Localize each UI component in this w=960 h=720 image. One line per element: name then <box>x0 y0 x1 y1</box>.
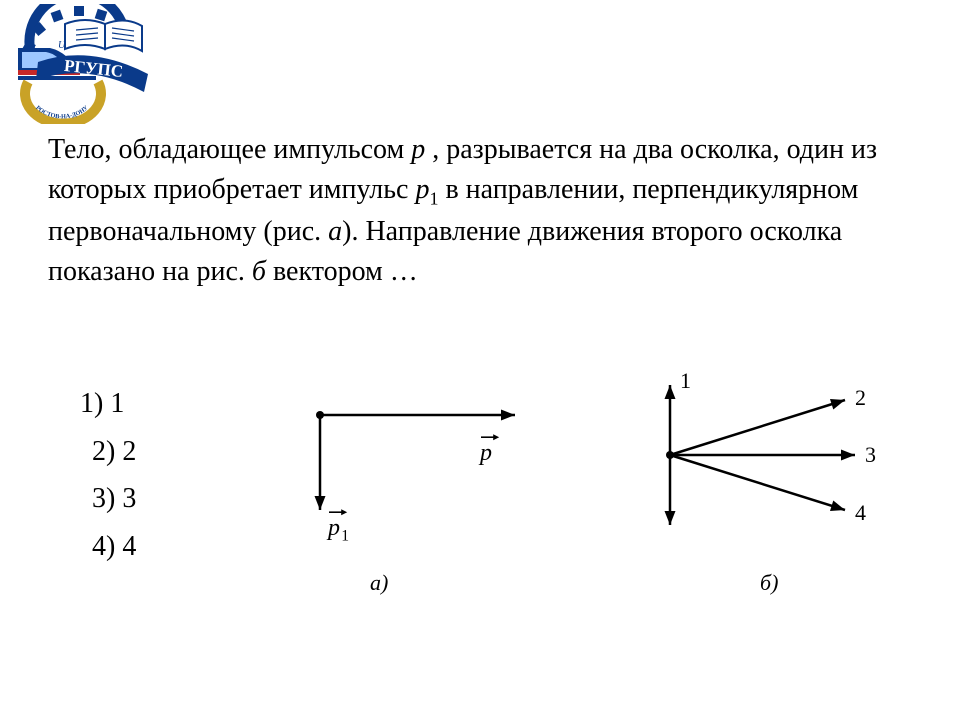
caption-b: б) <box>760 570 778 596</box>
svg-text:U: U <box>58 40 66 51</box>
figure-a: pp1 <box>280 390 540 590</box>
option-2: 2) 2 <box>92 428 136 476</box>
book-icon <box>65 20 142 51</box>
svg-text:4: 4 <box>855 500 866 525</box>
ring-icon: РОСТОВ-НА-ДОНУ <box>25 82 101 124</box>
page: U РГУПС РОСТОВ-НА-ДОНУ Тело, обладающее … <box>0 0 960 720</box>
answer-options: 1) 1 2) 2 3) 3 4) 4 <box>80 380 136 570</box>
ribbon-icon: РГУПС <box>36 55 148 92</box>
svg-text:2: 2 <box>855 385 866 410</box>
svg-text:p: p <box>326 515 340 541</box>
figure-b: 1 2 3 4 <box>640 370 900 590</box>
caption-a: а) <box>370 570 388 596</box>
option-1: 1) 1 <box>80 380 136 428</box>
university-logo: U РГУПС РОСТОВ-НА-ДОНУ <box>10 4 150 124</box>
option-4: 4) 4 <box>92 523 136 571</box>
svg-text:3: 3 <box>865 442 876 467</box>
problem-statement-text: Тело, обладающее импульсом p , разрывает… <box>48 134 877 287</box>
svg-text:p: p <box>478 440 492 466</box>
svg-text:1: 1 <box>680 370 691 393</box>
option-3: 3) 3 <box>92 475 136 523</box>
svg-text:1: 1 <box>341 527 349 544</box>
problem-statement: Тело, обладающее импульсом p , разрывает… <box>48 130 912 291</box>
